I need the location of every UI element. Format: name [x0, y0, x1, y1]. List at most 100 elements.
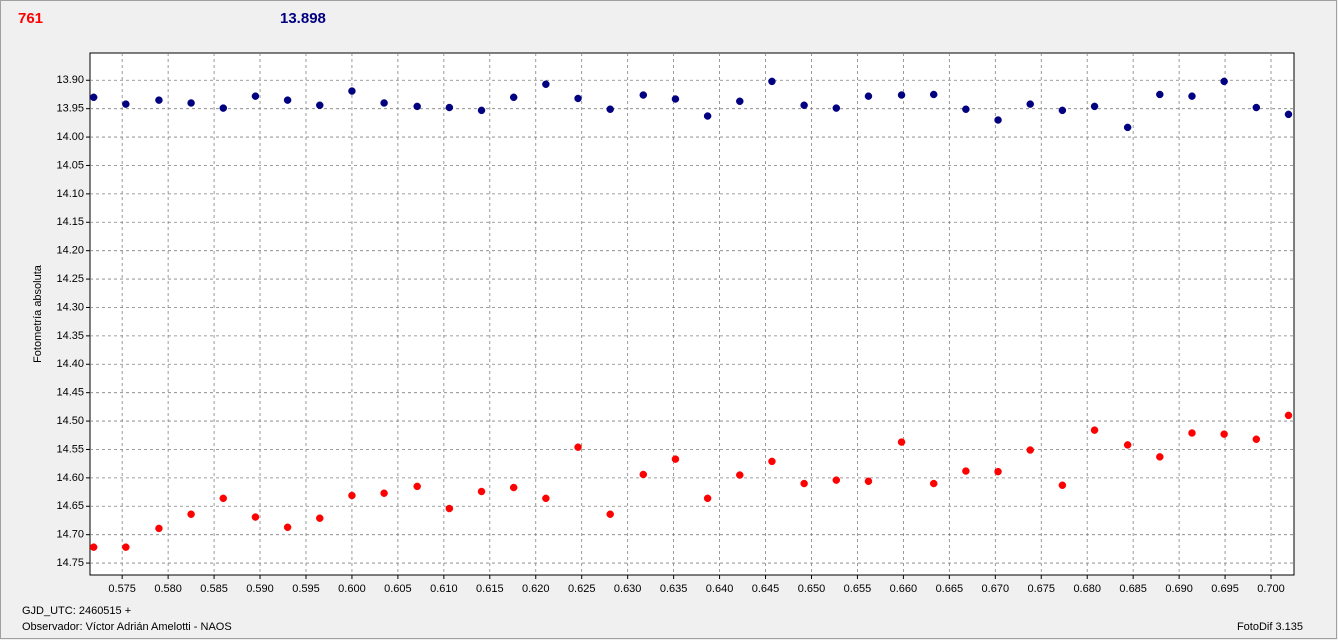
- y-tick-label: 14.70: [56, 529, 84, 541]
- x-tick-label: 0.600: [338, 583, 366, 595]
- data-point: [445, 504, 454, 513]
- footer-observer: Observador: Víctor Adrián Amelotti - NAO…: [22, 621, 232, 633]
- y-tick-label: 14.35: [56, 330, 84, 342]
- x-tick-label: 0.655: [844, 583, 872, 595]
- data-point: [768, 77, 776, 86]
- y-tick-label: 14.45: [56, 387, 84, 399]
- data-point: [962, 105, 970, 113]
- x-tick-label: 0.700: [1257, 583, 1285, 595]
- data-point: [89, 543, 98, 551]
- data-point: [251, 92, 260, 100]
- data-point: [671, 95, 680, 103]
- data-point: [283, 523, 292, 532]
- x-tick-label: 0.675: [1027, 583, 1055, 595]
- y-tick-label: 13.90: [56, 74, 84, 86]
- data-point: [897, 91, 906, 99]
- x-tick-label: 0.605: [384, 583, 412, 595]
- data-point: [897, 438, 906, 446]
- x-tick-label: 0.690: [1165, 583, 1193, 595]
- plot-area: [89, 52, 1295, 576]
- data-point: [477, 487, 486, 496]
- data-point: [413, 102, 421, 111]
- data-point: [1188, 92, 1196, 100]
- y-tick-label: 14.20: [56, 245, 84, 257]
- data-point: [316, 101, 324, 110]
- data-point: [219, 104, 228, 112]
- data-point: [962, 467, 970, 475]
- x-tick-label: 0.640: [706, 583, 734, 595]
- data-point: [542, 494, 550, 503]
- data-point: [639, 91, 648, 99]
- y-tick-label: 14.55: [56, 443, 84, 455]
- x-tick-label: 0.665: [936, 583, 964, 595]
- data-point: [155, 524, 163, 533]
- data-point: [768, 457, 776, 466]
- y-axis-label: Fotometría absoluta: [32, 264, 44, 363]
- data-point: [413, 482, 421, 491]
- footer-version: FotoDif 3.135: [1237, 621, 1303, 633]
- y-tick-label: 14.00: [56, 131, 84, 143]
- data-point: [736, 471, 744, 479]
- data-point: [1058, 106, 1067, 115]
- data-point: [671, 455, 680, 463]
- data-point: [89, 93, 98, 102]
- data-point: [1026, 446, 1034, 454]
- data-point: [1284, 411, 1293, 420]
- y-tick-label: 14.50: [56, 415, 84, 427]
- x-tick-label: 0.615: [476, 583, 504, 595]
- y-tick-label: 13.95: [56, 103, 84, 115]
- data-point: [187, 99, 195, 107]
- data-point: [574, 443, 582, 451]
- data-point: [1220, 77, 1228, 86]
- footer-gjd: GJD_UTC: 2460515 +: [22, 605, 131, 617]
- y-tick-label: 14.15: [56, 216, 84, 228]
- data-point: [380, 99, 388, 107]
- x-tick-label: 0.630: [614, 583, 642, 595]
- x-tick-label: 0.680: [1073, 583, 1101, 595]
- data-point: [639, 470, 648, 479]
- x-tick-label: 0.635: [660, 583, 688, 595]
- x-tick-label: 0.580: [154, 583, 182, 595]
- data-point: [864, 477, 873, 486]
- data-point: [251, 513, 260, 521]
- x-tick-label: 0.575: [108, 583, 136, 595]
- data-point: [509, 483, 518, 492]
- data-point: [1156, 90, 1164, 99]
- data-point: [1156, 453, 1164, 461]
- y-tick-label: 14.10: [56, 188, 84, 200]
- data-point: [1026, 100, 1034, 108]
- x-tick-label: 0.645: [752, 583, 780, 595]
- data-point: [348, 87, 356, 95]
- y-tick-label: 14.05: [56, 159, 84, 171]
- data-point: [703, 494, 712, 503]
- data-point: [606, 105, 614, 113]
- y-tick-label: 14.40: [56, 358, 84, 370]
- data-point: [1252, 435, 1261, 443]
- x-tick-label: 0.610: [430, 583, 458, 595]
- x-tick-label: 0.685: [1119, 583, 1147, 595]
- data-point: [994, 116, 1002, 124]
- x-tick-label: 0.590: [246, 583, 274, 595]
- data-point: [800, 101, 808, 110]
- data-point: [864, 92, 873, 100]
- y-tick-label: 14.65: [56, 500, 84, 512]
- data-point: [155, 96, 163, 104]
- data-point: [380, 489, 388, 497]
- data-point: [1090, 102, 1099, 111]
- data-point: [122, 543, 130, 551]
- data-point: [477, 106, 486, 115]
- x-tick-label: 0.670: [982, 583, 1010, 595]
- data-point: [187, 510, 195, 518]
- data-point: [1252, 103, 1261, 112]
- data-point: [994, 467, 1002, 476]
- data-point: [832, 476, 841, 484]
- x-tick-label: 0.650: [798, 583, 826, 595]
- data-point: [316, 514, 324, 522]
- data-point: [736, 97, 744, 106]
- data-point: [606, 510, 614, 518]
- y-tick-label: 14.30: [56, 301, 84, 313]
- data-point: [703, 112, 712, 120]
- data-point: [348, 491, 356, 500]
- data-point: [1123, 123, 1132, 132]
